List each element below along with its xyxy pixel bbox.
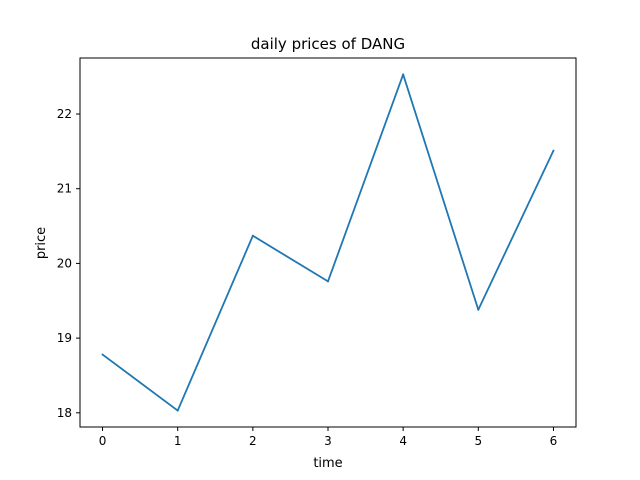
data-point	[477, 308, 480, 311]
x-tick-label: 4	[399, 434, 407, 448]
series-line	[102, 73, 555, 412]
y-tick-label: 18	[57, 406, 72, 420]
data-point	[552, 149, 555, 152]
series-layer	[101, 73, 555, 412]
data-point	[251, 234, 254, 237]
data-point	[176, 409, 179, 412]
x-tick-label: 3	[324, 434, 332, 448]
chart-title: daily prices of DANG	[251, 35, 405, 53]
y-tick-label: 20	[57, 256, 72, 270]
y-axis-label: price	[34, 227, 49, 259]
x-tick-label: 2	[249, 434, 257, 448]
y-tick-label: 19	[57, 331, 72, 345]
y-axis: 18 19 20 21 22	[57, 107, 80, 420]
x-tick-label: 1	[174, 434, 182, 448]
data-point	[101, 353, 104, 356]
y-tick-label: 22	[57, 107, 72, 121]
x-axis: 0 1 2 3 4 5 6	[99, 427, 558, 448]
x-tick-label: 0	[99, 434, 107, 448]
x-axis-label: time	[313, 456, 342, 471]
data-point	[402, 73, 405, 76]
x-tick-label: 5	[474, 434, 482, 448]
y-tick-label: 21	[57, 182, 72, 196]
data-point	[327, 280, 329, 283]
x-tick-label: 6	[550, 434, 558, 448]
plot-area-frame	[79, 57, 577, 428]
